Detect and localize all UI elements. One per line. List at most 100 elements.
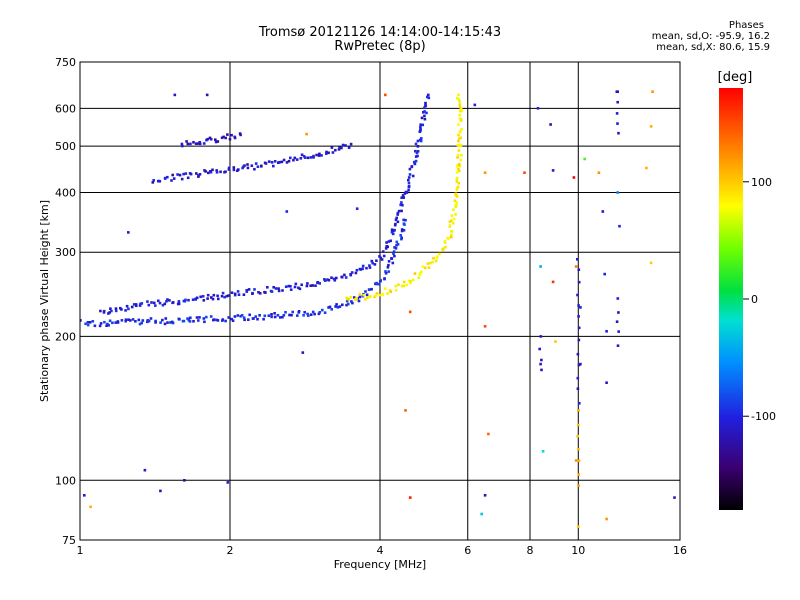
trace-point bbox=[303, 311, 306, 314]
trace-point bbox=[195, 172, 198, 175]
trace-point bbox=[223, 295, 226, 299]
trace-point bbox=[182, 319, 186, 323]
trace-point bbox=[365, 266, 368, 270]
trace-point bbox=[299, 157, 303, 160]
trace-point bbox=[384, 247, 388, 250]
trace-point bbox=[273, 315, 277, 319]
streak-point bbox=[615, 112, 619, 115]
trace-point bbox=[393, 246, 396, 249]
trace-point bbox=[386, 266, 390, 269]
trace-point bbox=[362, 293, 365, 297]
trace-point bbox=[344, 276, 348, 279]
trace-point bbox=[251, 292, 254, 295]
streak-point bbox=[577, 268, 581, 271]
trace-point bbox=[295, 158, 299, 161]
trace-point bbox=[449, 235, 453, 239]
trace-point bbox=[149, 317, 153, 320]
trace-point bbox=[432, 257, 435, 260]
trace-point bbox=[266, 286, 269, 289]
trace-point bbox=[306, 312, 309, 316]
colorbar-tick-label: 0 bbox=[751, 293, 758, 306]
trace-point bbox=[280, 160, 284, 164]
trace-point bbox=[231, 319, 235, 322]
trace-point bbox=[114, 321, 117, 324]
trace-point bbox=[209, 315, 213, 318]
trace-point bbox=[327, 278, 331, 282]
trace-point bbox=[180, 177, 184, 181]
trace-point bbox=[454, 203, 457, 206]
trace-point bbox=[194, 142, 198, 145]
trace-point bbox=[166, 298, 169, 301]
trace-point bbox=[457, 139, 460, 143]
trace-point bbox=[187, 298, 190, 302]
trace-point bbox=[189, 142, 192, 146]
trace-point bbox=[272, 286, 275, 289]
scatter-point bbox=[480, 512, 483, 516]
trace-point bbox=[243, 318, 246, 322]
trace-point bbox=[110, 309, 113, 313]
trace-point bbox=[414, 142, 418, 146]
trace-point bbox=[427, 96, 431, 100]
trace-point bbox=[204, 170, 207, 173]
y-tick-label: 600 bbox=[55, 102, 76, 115]
trace-point bbox=[457, 169, 461, 173]
trace-point bbox=[254, 315, 257, 318]
trace-point bbox=[354, 271, 358, 275]
trace-point bbox=[224, 319, 227, 323]
trace-point bbox=[396, 220, 400, 224]
scatter-point bbox=[285, 210, 289, 213]
trace-point bbox=[404, 218, 407, 222]
scatter-point bbox=[645, 166, 648, 170]
trace-point bbox=[203, 320, 206, 324]
trace-point bbox=[227, 316, 230, 319]
scatter-point bbox=[597, 171, 601, 174]
trace-point bbox=[334, 148, 337, 152]
trace-point bbox=[402, 284, 406, 288]
trace-point bbox=[273, 160, 277, 163]
trace-point bbox=[400, 284, 404, 288]
trace-point bbox=[332, 277, 336, 281]
scatter-point bbox=[483, 171, 487, 174]
trace-point bbox=[194, 298, 198, 301]
streak-point bbox=[538, 347, 541, 351]
trace-point bbox=[349, 295, 352, 299]
trace-point bbox=[458, 117, 462, 120]
trace-point bbox=[423, 106, 426, 110]
trace-point bbox=[209, 137, 213, 141]
trace-point bbox=[157, 299, 160, 303]
trace-point bbox=[171, 301, 175, 304]
trace-point bbox=[224, 136, 227, 140]
trace-point bbox=[277, 289, 281, 293]
trace-point bbox=[227, 168, 231, 171]
streak-point bbox=[577, 304, 580, 307]
trace-point bbox=[330, 308, 333, 311]
trace-point bbox=[454, 205, 458, 208]
trace-point bbox=[413, 272, 417, 275]
trace-point bbox=[347, 146, 351, 149]
trace-point bbox=[178, 318, 181, 321]
trace-point bbox=[459, 107, 463, 110]
trace-point bbox=[236, 314, 240, 317]
trace-point bbox=[285, 161, 289, 164]
trace-point bbox=[253, 288, 256, 291]
scatter-point bbox=[551, 280, 555, 284]
trace-point bbox=[389, 290, 393, 294]
trace-point bbox=[270, 313, 273, 316]
trace-point bbox=[419, 128, 422, 131]
trace-point bbox=[216, 140, 220, 143]
trace-point bbox=[330, 276, 333, 279]
trace-point bbox=[270, 161, 274, 164]
trace-point bbox=[424, 266, 427, 270]
trace-point bbox=[267, 160, 271, 163]
trace-point bbox=[130, 305, 134, 309]
trace-point bbox=[237, 293, 241, 296]
trace-point bbox=[233, 292, 237, 296]
scatter-point bbox=[549, 123, 552, 126]
scatter-point bbox=[616, 191, 619, 194]
trace-point bbox=[262, 317, 265, 321]
trace-point bbox=[380, 258, 384, 261]
trace-point bbox=[386, 292, 389, 295]
scatter-point bbox=[408, 496, 412, 499]
trace-point bbox=[452, 208, 455, 211]
trace-point bbox=[206, 297, 209, 300]
